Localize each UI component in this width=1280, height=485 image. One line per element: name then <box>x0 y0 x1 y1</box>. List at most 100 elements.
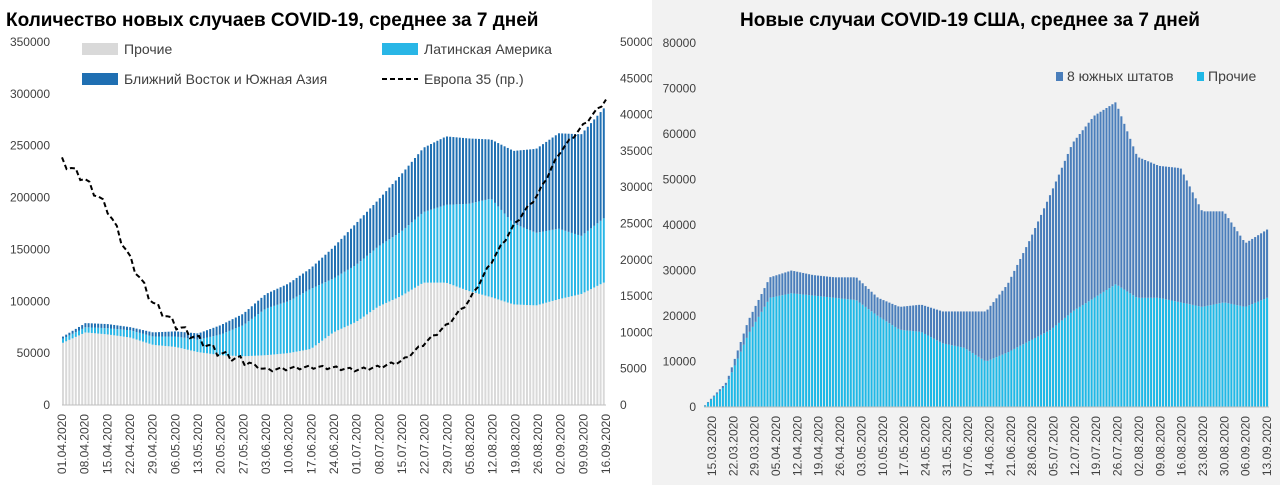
bar-segment-other <box>897 328 900 407</box>
bar-segment-south <box>843 277 846 299</box>
legend-label: Прочие <box>1208 68 1256 84</box>
bar-segment-other <box>545 302 548 405</box>
bar-segment-meast <box>535 148 538 233</box>
bar-segment-south <box>766 282 769 302</box>
bar-segment-meast <box>388 187 391 240</box>
bar-segment-meast <box>506 147 509 218</box>
bar-segment-other <box>1045 331 1049 407</box>
bar-segment-south <box>1209 211 1212 306</box>
bar-segment-other <box>353 322 356 405</box>
bar-segment-other <box>808 295 811 407</box>
bar-segment-meast <box>247 309 250 322</box>
bar-segment-south <box>1004 287 1007 354</box>
bar-segment-south <box>1081 130 1084 306</box>
bar-segment-other <box>1257 301 1260 407</box>
bar-segment-meast <box>199 332 202 340</box>
bar-segment-latam <box>298 294 301 352</box>
bar-segment-meast <box>305 271 308 292</box>
bar-segment-latam <box>602 218 605 283</box>
bar-segment-other <box>1016 347 1019 407</box>
y-tick-label: 60000 <box>663 127 697 141</box>
bar-segment-south <box>924 305 927 334</box>
bar-segment-latam <box>388 239 391 302</box>
bar-segment-latam <box>423 211 426 283</box>
bar-segment-other <box>465 290 468 405</box>
bar-segment-latam <box>263 309 266 356</box>
bar-segment-other <box>382 304 384 405</box>
bar-segment-latam <box>465 203 468 291</box>
bar-segment-meast <box>583 130 586 234</box>
bar-segment-other <box>116 335 119 405</box>
bar-segment-latam <box>439 206 442 283</box>
bar-segment-meast <box>478 138 480 202</box>
bar-segment-other <box>843 298 846 407</box>
bar-segment-other <box>1153 297 1156 407</box>
bar-segment-meast <box>238 315 240 327</box>
legend-label: 8 южных штатов <box>1067 68 1174 84</box>
bar-segment-other <box>167 346 170 405</box>
bar-segment-meast <box>522 149 525 228</box>
bar-segment-latam <box>484 199 487 296</box>
bar-segment-other <box>346 325 349 405</box>
bar-segment-latam <box>119 329 122 337</box>
x-tick-label: 10.05.2020 <box>876 416 890 476</box>
bar-segment-latam <box>593 225 596 288</box>
left-y-tick-label: 300000 <box>10 87 50 101</box>
bar-segment-latam <box>343 271 346 328</box>
bar-segment-other <box>135 339 138 405</box>
bar-segment-other <box>298 351 301 405</box>
x-tick-label: 02.09.2020 <box>554 414 568 474</box>
bar-segment-other <box>790 293 793 407</box>
bar-segment-latam <box>330 279 333 334</box>
x-tick-label: 01.04.2020 <box>55 414 69 474</box>
bar-segment-south <box>1040 214 1043 335</box>
bar-segment-other <box>244 356 247 405</box>
bar-segment-south <box>828 276 831 298</box>
bar-segment-meast <box>167 331 170 337</box>
bar-segment-meast <box>410 161 413 223</box>
bar-segment-other <box>1239 305 1242 407</box>
bar-segment-latam <box>110 328 112 335</box>
bar-segment-latam <box>420 213 423 284</box>
y-tick-label: 50000 <box>663 173 697 187</box>
bar-segment-other <box>1123 289 1126 407</box>
bar-segment-other <box>840 298 843 407</box>
bar-segment-other <box>1087 301 1090 407</box>
y-tick-label: 30000 <box>663 264 697 278</box>
right-y-tick-label: 10000 <box>620 325 652 339</box>
bar-segment-other <box>94 333 96 405</box>
bar-segment-latam <box>366 255 368 315</box>
bar-segment-south <box>1224 213 1227 303</box>
bar-segment-south <box>846 277 849 300</box>
bar-segment-other <box>452 285 455 405</box>
bar-segment-other <box>327 335 330 405</box>
right-y-tick-label: 5000 <box>620 362 647 376</box>
bar-segment-latam <box>148 335 151 344</box>
bar-segment-south <box>849 277 852 300</box>
bar-segment-other <box>754 321 757 407</box>
bar-segment-south <box>1260 233 1263 301</box>
bar-segment-south <box>769 277 772 298</box>
bar-segment-other <box>151 344 154 405</box>
bar-segment-other <box>885 321 888 407</box>
bar-segment-other <box>385 302 388 405</box>
bar-segment-other <box>343 327 346 405</box>
bar-segment-meast <box>382 194 384 244</box>
bar-segment-other <box>837 298 840 407</box>
bar-segment-latam <box>308 289 311 350</box>
bar-segment-meast <box>218 325 221 335</box>
bar-segment-south <box>962 311 965 348</box>
bar-segment-other <box>959 347 962 407</box>
bar-segment-meast <box>385 191 388 242</box>
bar-segment-latam <box>116 329 119 336</box>
bar-segment-other <box>292 352 295 405</box>
bar-segment-south <box>1248 240 1251 306</box>
bar-segment-other <box>78 335 80 405</box>
bar-segment-other <box>1025 342 1028 407</box>
bar-segment-meast <box>369 208 372 254</box>
bar-segment-other <box>834 297 837 407</box>
bar-segment-other <box>1105 290 1108 407</box>
bar-segment-south <box>1123 123 1126 290</box>
bar-segment-other <box>1224 302 1227 407</box>
x-tick-label: 15.04.2020 <box>100 414 114 474</box>
